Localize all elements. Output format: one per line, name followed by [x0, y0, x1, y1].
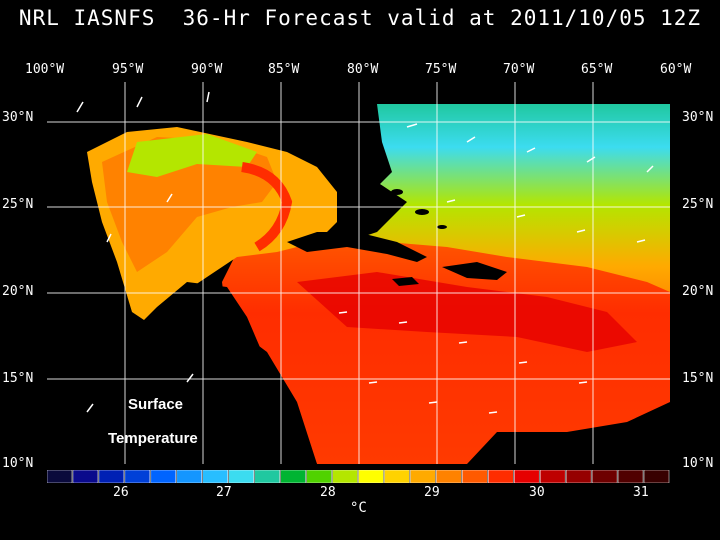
- sst-map: [47, 82, 670, 464]
- lat-label-left: 25°N: [2, 197, 34, 212]
- colorbar-tick: 26: [113, 485, 129, 500]
- florida-land: [337, 104, 392, 187]
- colorbar-unit: °C: [350, 500, 367, 516]
- colorbar-swatch: [462, 470, 488, 483]
- map-title: NRL IASNFS 36-Hr Forecast valid at 2011/…: [18, 6, 702, 30]
- colorbar-swatch: [306, 470, 332, 483]
- colorbar-swatch: [332, 470, 358, 483]
- colorbar-swatch: [228, 470, 254, 483]
- colorbar-swatch: [514, 470, 540, 483]
- lon-label: 80°W: [347, 62, 379, 77]
- colorbar-swatch: [410, 470, 436, 483]
- lon-label: 85°W: [268, 62, 300, 77]
- colorbar-tick: 29: [424, 485, 440, 500]
- colorbar-swatch: [488, 470, 514, 483]
- warm-core: [297, 272, 637, 352]
- colorbar-swatch: [384, 470, 410, 483]
- gulf-shelf: [127, 134, 257, 177]
- colorbar-swatch: [617, 470, 644, 483]
- lon-label: 100°W: [25, 62, 65, 77]
- colorbar-swatch: [436, 470, 462, 483]
- colorbar-swatch: [150, 470, 177, 483]
- colorbar-swatch: [124, 470, 151, 483]
- colorbar-swatch: [72, 470, 99, 483]
- lat-label-left: 10°N: [2, 456, 34, 471]
- jamaica-land: [392, 277, 419, 286]
- lon-label: 70°W: [503, 62, 535, 77]
- south-america-land: [467, 402, 670, 464]
- lon-label: 75°W: [425, 62, 457, 77]
- loop-current: [241, 162, 293, 252]
- lat-label-right: 10°N: [682, 456, 714, 471]
- graticule: [47, 82, 670, 464]
- lat-label-left: 20°N: [2, 284, 34, 299]
- overlay-label-temperature: Temperature: [108, 430, 198, 447]
- lon-label: 90°W: [191, 62, 223, 77]
- colorbar: [47, 470, 670, 483]
- lon-label: 65°W: [581, 62, 613, 77]
- lat-label-right: 15°N: [682, 371, 714, 386]
- colorbar-swatch: [98, 470, 125, 483]
- lon-label: 60°W: [660, 62, 692, 77]
- colorbar-swatch: [358, 470, 384, 483]
- colorbar-swatch: [591, 470, 618, 483]
- colorbar-swatch: [539, 470, 566, 483]
- lat-label-right: 20°N: [682, 284, 714, 299]
- colorbar-swatch: [280, 470, 306, 483]
- overlay-label-surface: Surface: [128, 396, 184, 413]
- colorbar-swatch: [202, 470, 228, 483]
- central-america-land: [47, 272, 317, 464]
- colorbar-swatch: [176, 470, 202, 483]
- colorbar-tick: 28: [320, 485, 336, 500]
- lon-label: 95°W: [112, 62, 144, 77]
- lat-label-right: 25°N: [682, 197, 714, 212]
- wind-vectors: [76, 91, 654, 414]
- lat-label-right: 30°N: [682, 110, 714, 125]
- colorbar-swatch: [643, 470, 670, 483]
- colorbar-tick: 27: [216, 485, 232, 500]
- colorbar-tick: 31: [633, 485, 649, 500]
- bahamas-islands: [391, 189, 447, 229]
- colorbar-swatch: [47, 470, 73, 483]
- lat-label-left: 15°N: [2, 371, 34, 386]
- cuba-land: [287, 232, 427, 262]
- colorbar-swatch: [565, 470, 592, 483]
- colorbar-swatch: [254, 470, 280, 483]
- lat-label-left: 30°N: [2, 110, 34, 125]
- colorbar-tick: 30: [529, 485, 545, 500]
- hispaniola-land: [442, 262, 507, 280]
